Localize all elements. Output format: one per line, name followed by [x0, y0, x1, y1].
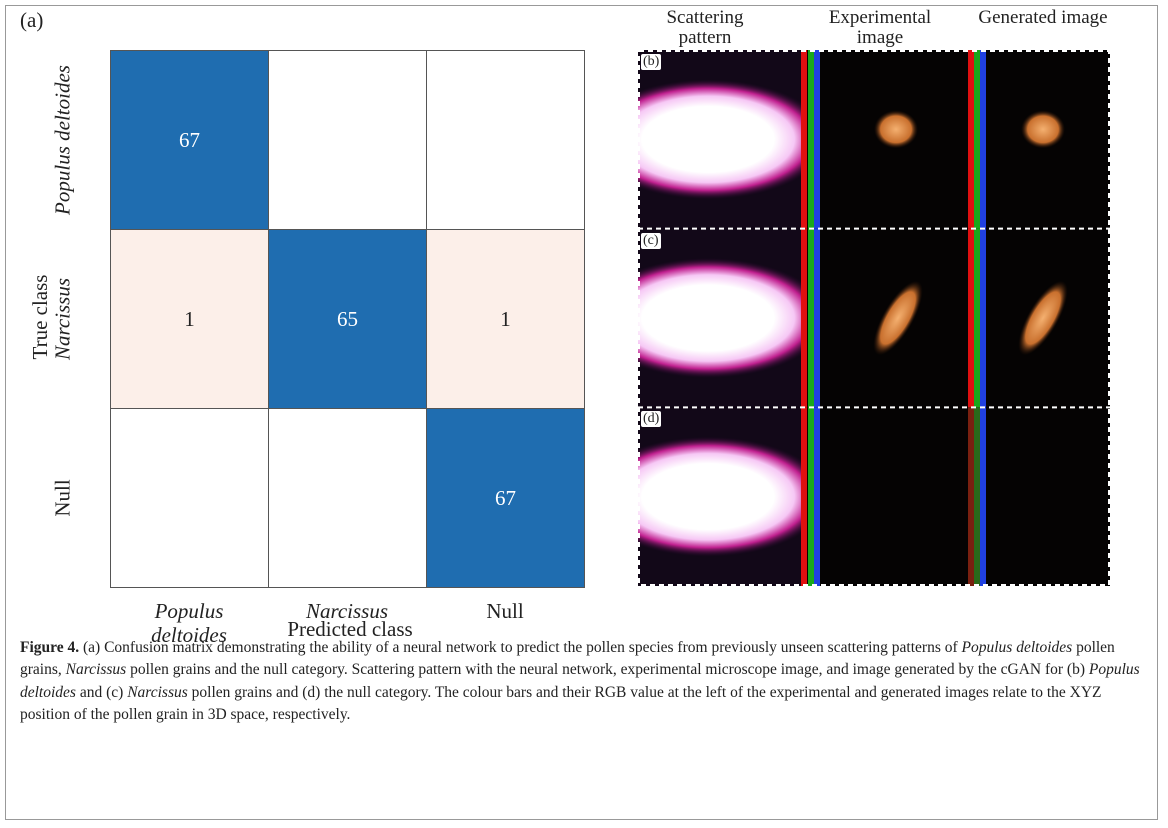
image-row-label: (b) — [641, 54, 661, 70]
cell-value: 1 — [184, 307, 195, 332]
matrix-cell: 1 — [426, 229, 585, 409]
cell-value: 1 — [500, 307, 511, 332]
colour-bar — [808, 50, 814, 229]
image-row-label: (d) — [641, 411, 661, 427]
column-label: Populus deltoides — [134, 599, 244, 647]
matrix-cell — [268, 50, 427, 230]
column-label: Narcissus — [292, 599, 402, 623]
colour-bar — [968, 229, 974, 408]
matrix-cell: 65 — [268, 229, 427, 409]
colour-bar — [801, 229, 807, 408]
colour-bar — [974, 50, 980, 229]
cell-value: 67 — [179, 128, 200, 153]
caption-text: Narcissus — [127, 684, 188, 701]
image-row-label: (c) — [641, 233, 661, 249]
cell-value: 67 — [495, 486, 516, 511]
colour-bar — [808, 229, 814, 408]
caption-text: and (c) — [76, 684, 127, 701]
row-label: Populus deltoides — [37, 50, 87, 229]
colour-bar — [814, 407, 820, 586]
colour-bar — [974, 407, 980, 586]
colour-bar — [814, 229, 820, 408]
matrix-cell: 67 — [110, 50, 269, 230]
image-grid — [638, 50, 1110, 586]
figure-page: (a) Predicted class True class Scatterin… — [0, 0, 1168, 828]
colour-bar — [980, 407, 986, 586]
cell-value: 65 — [337, 307, 358, 332]
column-header: Experimental image — [815, 8, 945, 48]
matrix-cell: 1 — [110, 229, 269, 409]
matrix-cell: 67 — [426, 408, 585, 588]
colour-bar — [808, 407, 814, 586]
column-header: Generated image — [978, 8, 1108, 28]
row-label: Narcissus — [37, 229, 87, 408]
caption-label: Figure 4. — [20, 639, 79, 656]
colour-bar — [968, 50, 974, 229]
colour-bar — [980, 50, 986, 229]
column-header: Scattering pattern — [640, 8, 770, 48]
pollen-grain — [1021, 110, 1065, 148]
figure-caption: Figure 4. (a) Confusion matrix demonstra… — [20, 637, 1145, 727]
matrix-cell — [110, 408, 269, 588]
matrix-cell — [268, 408, 427, 588]
panel-label: (a) — [20, 8, 43, 32]
caption-text: pollen grains and the null category. Sca… — [126, 661, 1089, 678]
colour-bar — [814, 50, 820, 229]
colour-bar — [980, 229, 986, 408]
colour-bar — [968, 407, 974, 586]
colour-bar — [801, 50, 807, 229]
matrix-cell — [426, 50, 585, 230]
colour-bar — [801, 407, 807, 586]
colour-bar — [974, 229, 980, 408]
row-label: Null — [37, 408, 87, 587]
caption-text: Populus deltoides — [962, 639, 1073, 656]
pollen-grain — [874, 110, 918, 148]
column-label: Null — [450, 599, 560, 623]
caption-text: Narcissus — [66, 661, 127, 678]
